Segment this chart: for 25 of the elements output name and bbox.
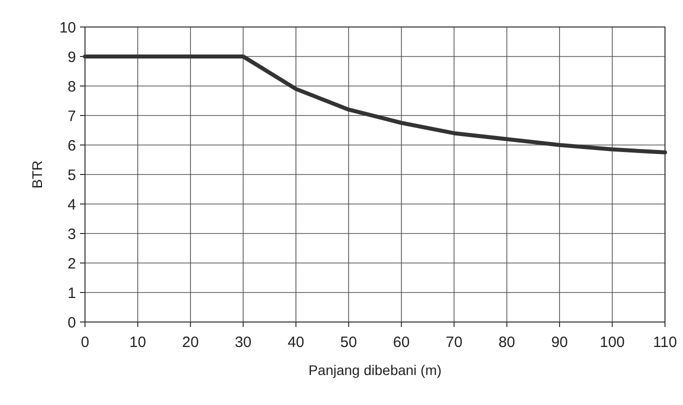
y-tick-label: 9 [68,48,76,66]
y-tick-label: 2 [68,255,76,272]
x-tick-label: 20 [182,334,199,351]
x-tick-label: 70 [446,334,462,351]
y-tick-label: 8 [68,78,76,96]
x-tick-label: 10 [129,334,146,351]
y-tick-label: 0 [68,314,76,332]
y-tick-label: 5 [68,166,76,184]
y-tick-label: 3 [68,226,76,243]
x-tick-label: 60 [393,334,410,351]
x-tick-label: 80 [498,334,516,351]
y-axis-title: BTR [29,160,45,188]
x-tick-label: 0 [80,334,90,351]
x-axis-title: Panjang dibebani (m) [308,362,442,378]
y-tick-label: 1 [68,284,76,302]
x-tick-label: 50 [340,334,357,351]
x-tick-label: 100 [600,334,625,351]
y-tick-label: 4 [68,196,76,214]
y-tick-label: 7 [68,108,76,125]
y-tick-label: 6 [68,137,76,154]
x-tick-label: 110 [653,334,677,351]
y-tick-label: 10 [59,19,76,36]
x-tick-label: 40 [288,334,304,351]
x-tick-label: 30 [234,334,252,351]
x-tick-label: 90 [551,334,568,351]
